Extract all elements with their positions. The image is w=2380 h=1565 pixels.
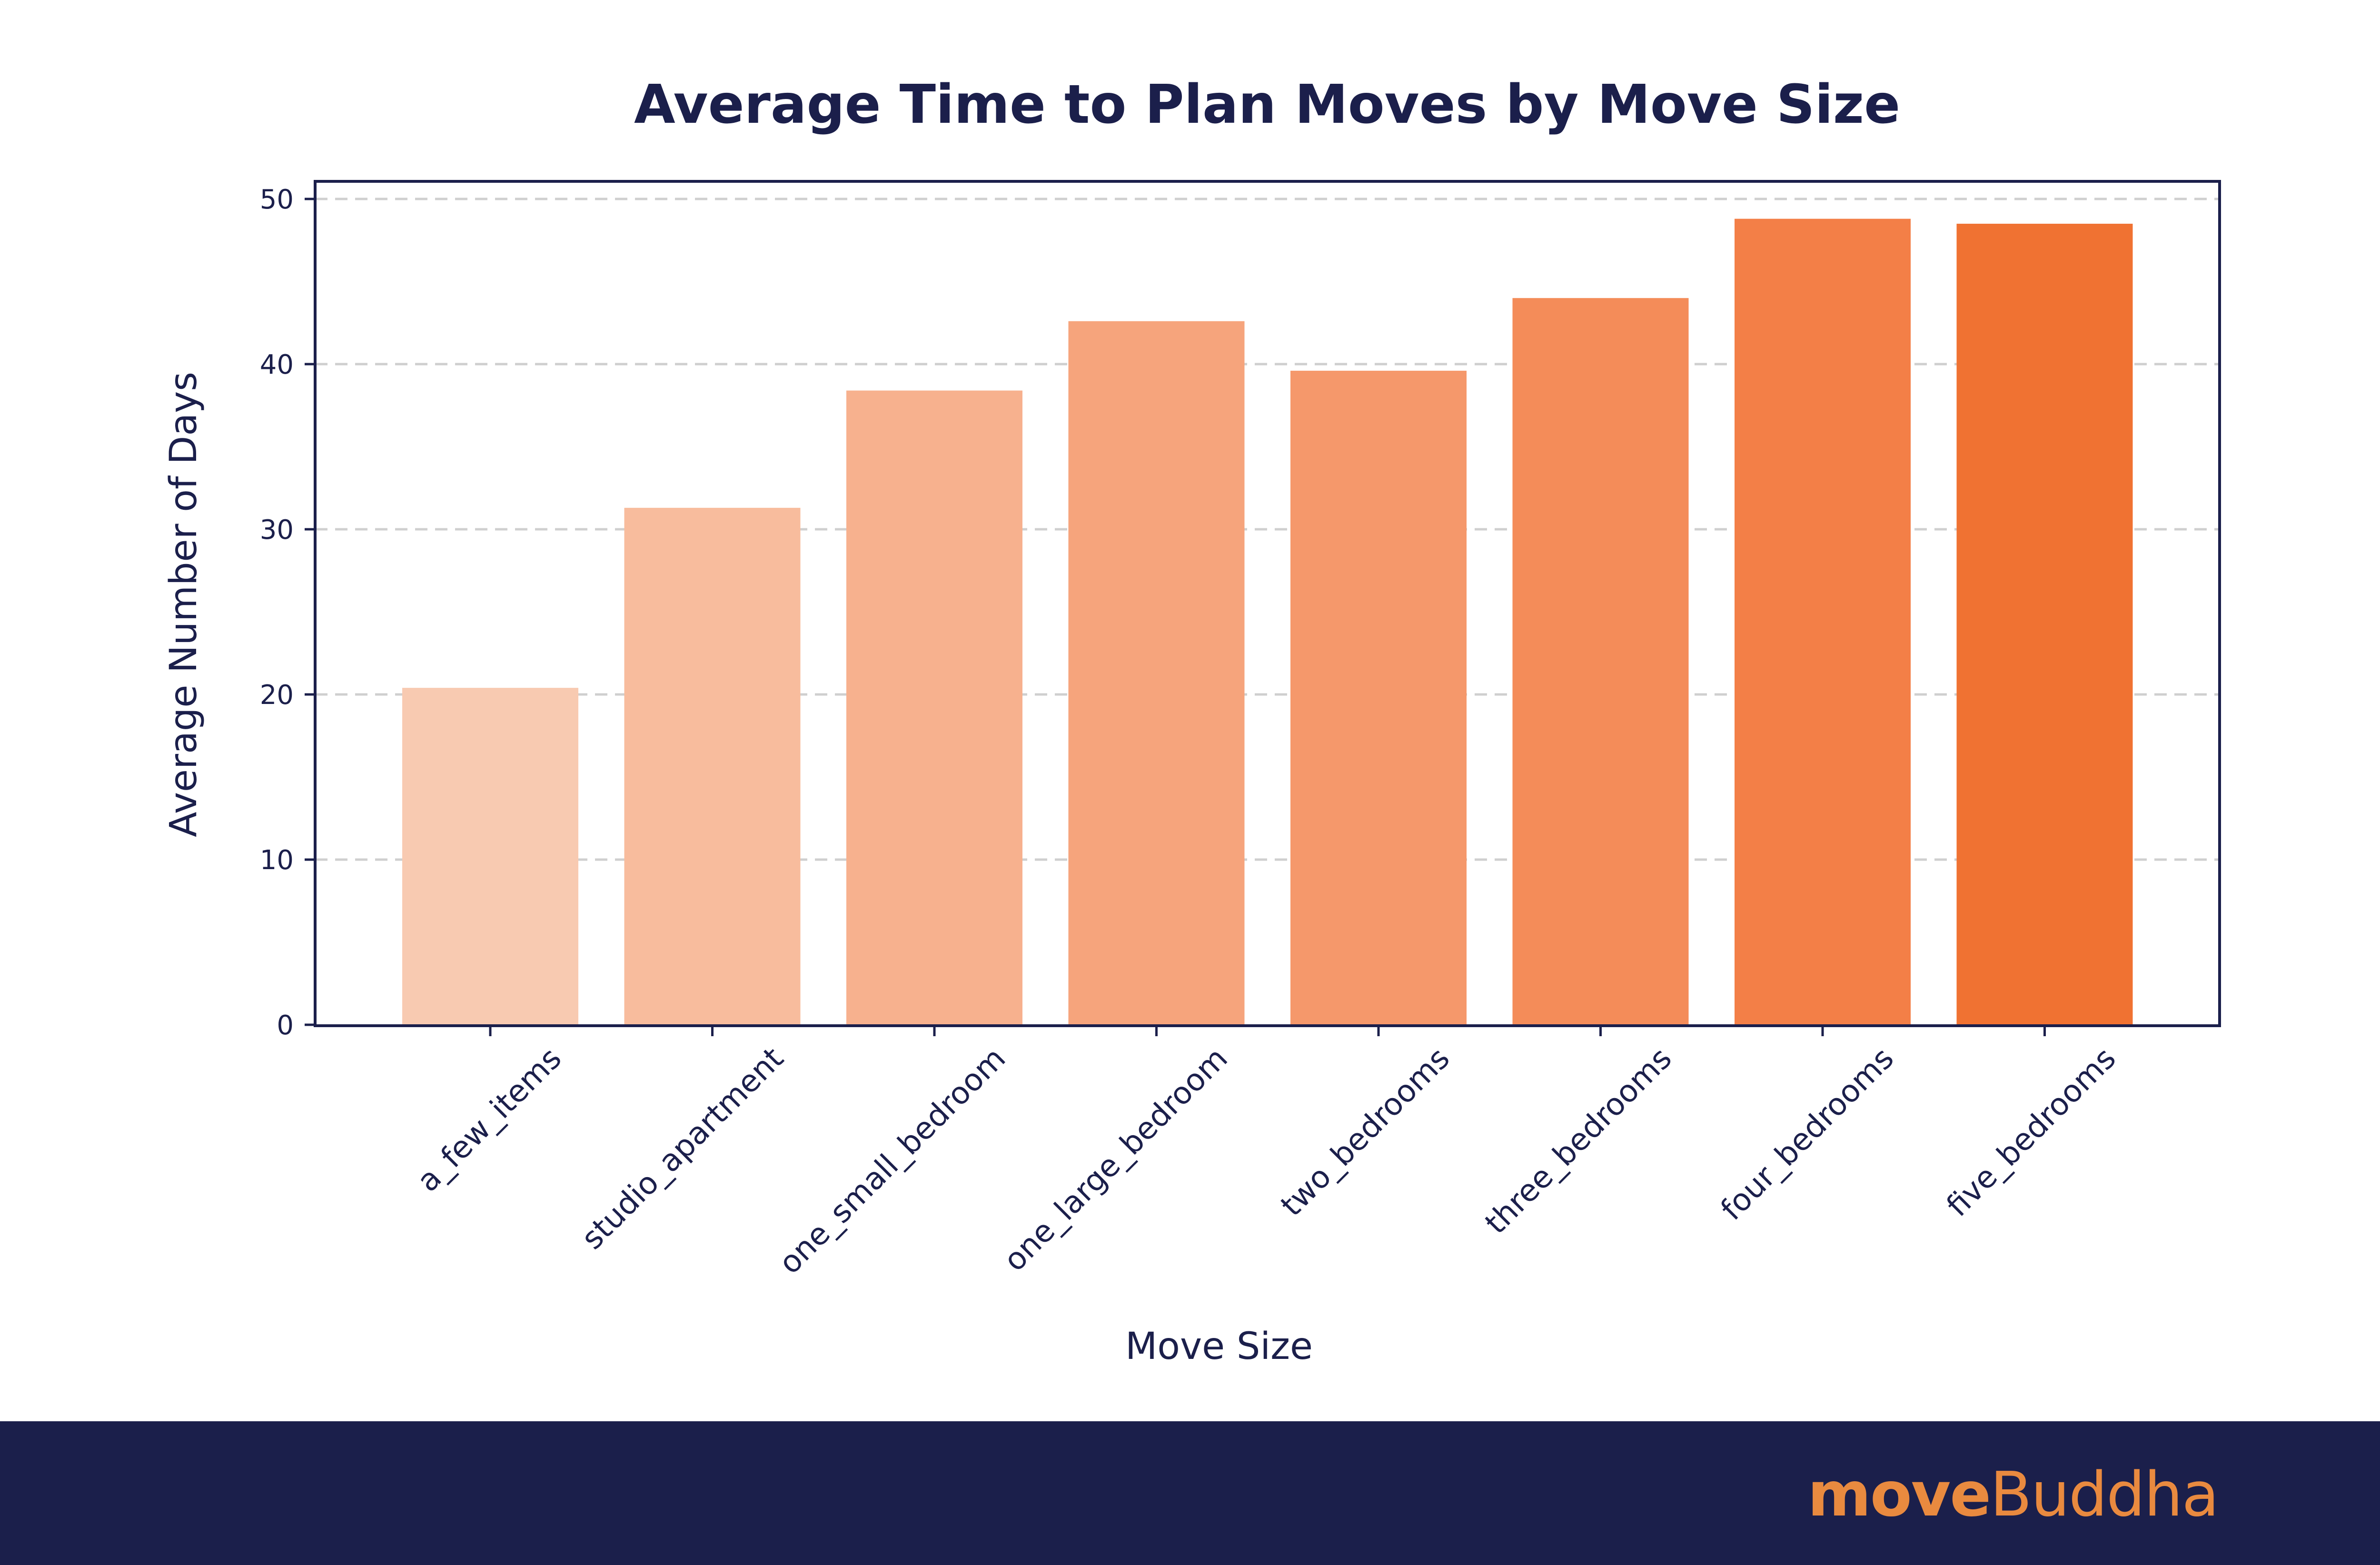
x-tick-label: five_bedrooms <box>1940 1041 2123 1224</box>
x-tick-label: one_small_bedroom <box>772 1041 1012 1281</box>
bar-chart: Average Time to Plan Moves by Move Size … <box>162 74 2221 1368</box>
bar-two-bedrooms <box>1290 370 1467 1025</box>
x-tick-label: four_bedrooms <box>1714 1041 1901 1228</box>
y-axis-label: Average Number of Days <box>162 372 205 837</box>
bar-five-bedrooms <box>1956 224 2133 1025</box>
y-tick-label: 40 <box>260 349 294 380</box>
x-tick-label: one_large_bedroom <box>997 1041 1235 1278</box>
x-axis-label: Move Size <box>1125 1325 1313 1368</box>
x-tick-label: a_few_items <box>410 1041 568 1199</box>
bar-four-bedrooms <box>1735 218 1911 1025</box>
y-tick-label: 50 <box>260 184 294 215</box>
bar-studio-apartment <box>624 507 801 1025</box>
y-tick-label: 10 <box>260 845 294 876</box>
movebuddha-logo: moveBuddha <box>1807 1459 2219 1530</box>
bar-one-large-bedroom <box>1068 321 1245 1025</box>
bar-a-few-items <box>402 688 578 1025</box>
chart-title: Average Time to Plan Moves by Move Size <box>634 74 1900 136</box>
y-tick-label: 30 <box>260 515 294 545</box>
plot-frame <box>314 180 2221 1027</box>
logo-buddha-text: Buddha <box>1990 1459 2219 1530</box>
x-tick-label: three_bedrooms <box>1478 1041 1679 1241</box>
x-tick-label: two_bedrooms <box>1274 1041 1457 1223</box>
y-tick-label: 0 <box>277 1010 294 1041</box>
x-tick-label: studio_apartment <box>575 1041 791 1257</box>
bar-one-small-bedroom <box>846 390 1022 1025</box>
logo-move-text: move <box>1807 1459 1991 1530</box>
bar-three-bedrooms <box>1512 298 1689 1025</box>
footer-bar: moveBuddha <box>0 1421 2380 1565</box>
y-tick-label: 20 <box>260 680 294 711</box>
